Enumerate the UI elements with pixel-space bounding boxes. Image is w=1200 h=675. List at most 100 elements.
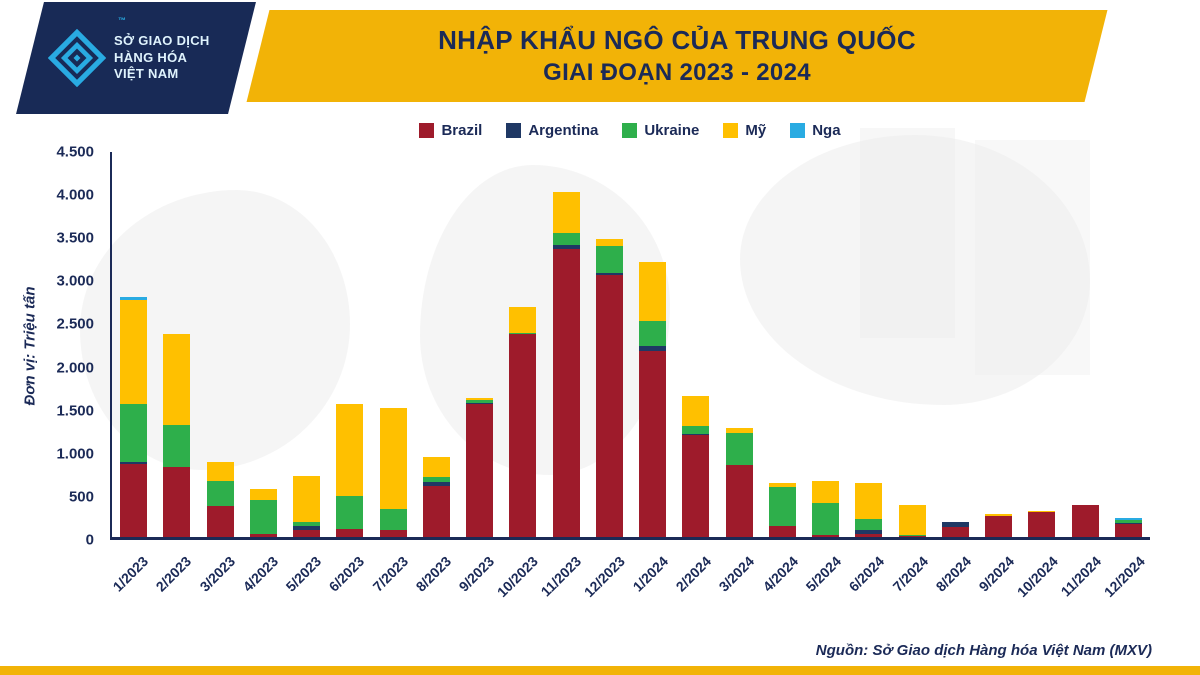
stacked-bar xyxy=(379,152,407,537)
legend-label: Brazil xyxy=(441,122,483,139)
segment-brazil xyxy=(682,435,710,537)
x-tick-10/2023: 10/2023 xyxy=(494,545,543,635)
y-tick-label: 3.000 xyxy=(56,272,94,290)
legend-swatch-ukraine xyxy=(622,123,638,138)
x-tick-2/2023: 2/2023 xyxy=(153,545,196,635)
segment-ukraine xyxy=(855,519,883,531)
bar-11/2023 xyxy=(545,152,588,537)
bar-3/2024 xyxy=(718,152,761,537)
x-tick-1/2024: 1/2024 xyxy=(629,545,673,635)
segment-brazil xyxy=(725,465,753,537)
map-shape xyxy=(860,128,955,338)
legend-swatch-mỹ xyxy=(723,123,739,138)
bar-5/2023 xyxy=(285,152,328,537)
stacked-bar xyxy=(855,152,883,537)
legend-label: Argentina xyxy=(528,122,599,139)
segment-argentina xyxy=(595,272,623,276)
chart-title-line1: NHẬP KHẨU NGÔ CỦA TRUNG QUỐC xyxy=(438,25,916,55)
segment-argentina xyxy=(941,522,969,527)
stacked-bar xyxy=(1071,152,1099,537)
legend-swatch-argentina xyxy=(506,123,522,138)
stacked-bar xyxy=(336,152,364,537)
segment-ukraine xyxy=(725,432,753,466)
x-tick-label: 5/2023 xyxy=(282,553,325,595)
segment-ukraine xyxy=(422,477,450,483)
bar-2/2024 xyxy=(674,152,717,537)
segment-argentina xyxy=(293,525,321,531)
segment-brazil xyxy=(1028,512,1056,537)
segment-mỹ xyxy=(768,483,796,487)
y-axis: 0 500 1.000 1.500 2.000 2.500 3.000 3.500 4.000 4… xyxy=(34,144,102,549)
y-tick-label: 0 xyxy=(85,531,94,549)
segment-brazil xyxy=(855,533,883,537)
segment-argentina xyxy=(1114,523,1142,525)
segment-brazil xyxy=(1114,524,1142,537)
x-tick-label: 1/2023 xyxy=(109,553,151,595)
segment-brazil xyxy=(379,530,407,537)
segment-brazil xyxy=(206,506,234,537)
plot-area xyxy=(110,152,1150,540)
bar-8/2024 xyxy=(934,152,977,537)
segment-ukraine xyxy=(206,480,234,507)
y-tick-label: 1.500 xyxy=(56,402,94,420)
stacked-bar xyxy=(509,152,537,537)
bar-5/2024 xyxy=(804,152,847,537)
stacked-bar xyxy=(941,152,969,537)
x-tick-11/2023: 11/2023 xyxy=(538,545,586,635)
map-shape xyxy=(740,135,1090,405)
segment-brazil xyxy=(595,275,623,537)
segment-ukraine xyxy=(639,321,667,347)
segment-mỹ xyxy=(293,476,321,523)
segment-brazil xyxy=(898,536,926,537)
x-tick-label: 6/2023 xyxy=(326,553,368,595)
stacked-bar xyxy=(898,152,926,537)
segment-ukraine xyxy=(336,495,364,530)
segment-brazil xyxy=(812,535,840,537)
segment-mỹ xyxy=(985,513,1013,516)
segment-ukraine xyxy=(509,332,537,335)
bottom-accent-strip xyxy=(0,666,1200,675)
segment-mỹ xyxy=(206,461,234,481)
stacked-bar xyxy=(249,152,277,537)
source-note: Nguồn: Sở Giao dịch Hàng hóa Việt Nam (M… xyxy=(815,642,1152,659)
chart-title-line2: GIAI ĐOẠN 2023 - 2024 xyxy=(543,59,811,86)
bar-6/2024 xyxy=(847,152,890,537)
legend-label: Mỹ xyxy=(745,122,767,139)
y-tick-label: 2.500 xyxy=(56,315,94,333)
x-tick-label: 10/2023 xyxy=(493,553,541,601)
y-tick-label: 4.500 xyxy=(56,143,94,161)
x-tick-label: 10/2024 xyxy=(1013,553,1061,601)
map-shape xyxy=(975,140,1090,375)
x-tick-label: 8/2023 xyxy=(412,553,455,595)
segment-brazil xyxy=(249,534,277,537)
title-banner: NHẬP KHẨU NGÔ CỦA TRUNG QUỐC GIAI ĐOẠN 2… xyxy=(258,10,1096,102)
segment-ukraine xyxy=(249,500,277,535)
x-tick-label: 11/2024 xyxy=(1057,553,1105,600)
stacked-bar xyxy=(293,152,321,537)
segment-argentina xyxy=(552,245,580,249)
segment-brazil xyxy=(163,466,191,537)
x-tick-6/2024: 6/2024 xyxy=(846,545,890,635)
logo-text-line3: VIỆT NAM xyxy=(114,66,179,82)
y-tick-label: 2.000 xyxy=(56,359,94,377)
segment-mỹ xyxy=(120,300,148,404)
stacked-bar xyxy=(120,152,148,537)
segment-ukraine xyxy=(120,403,148,462)
legend-label: Ukraine xyxy=(644,122,700,139)
segment-mỹ xyxy=(682,395,710,426)
x-tick-3/2024: 3/2024 xyxy=(716,545,760,635)
bar-1/2023 xyxy=(112,152,155,537)
segment-ukraine xyxy=(1114,519,1142,524)
segment-brazil xyxy=(422,485,450,537)
x-tick-label: 3/2023 xyxy=(196,553,238,595)
y-tick-label: 500 xyxy=(68,488,94,506)
segment-ukraine xyxy=(595,246,623,273)
x-tick-5/2024: 5/2024 xyxy=(803,545,846,635)
x-tick-6/2023: 6/2023 xyxy=(326,545,370,635)
segment-ukraine xyxy=(898,535,926,537)
stacked-bar xyxy=(639,152,667,537)
stacked-bar xyxy=(985,152,1013,537)
segment-brazil xyxy=(941,526,969,537)
segment-argentina xyxy=(985,515,1013,517)
segment-brazil xyxy=(466,404,494,537)
